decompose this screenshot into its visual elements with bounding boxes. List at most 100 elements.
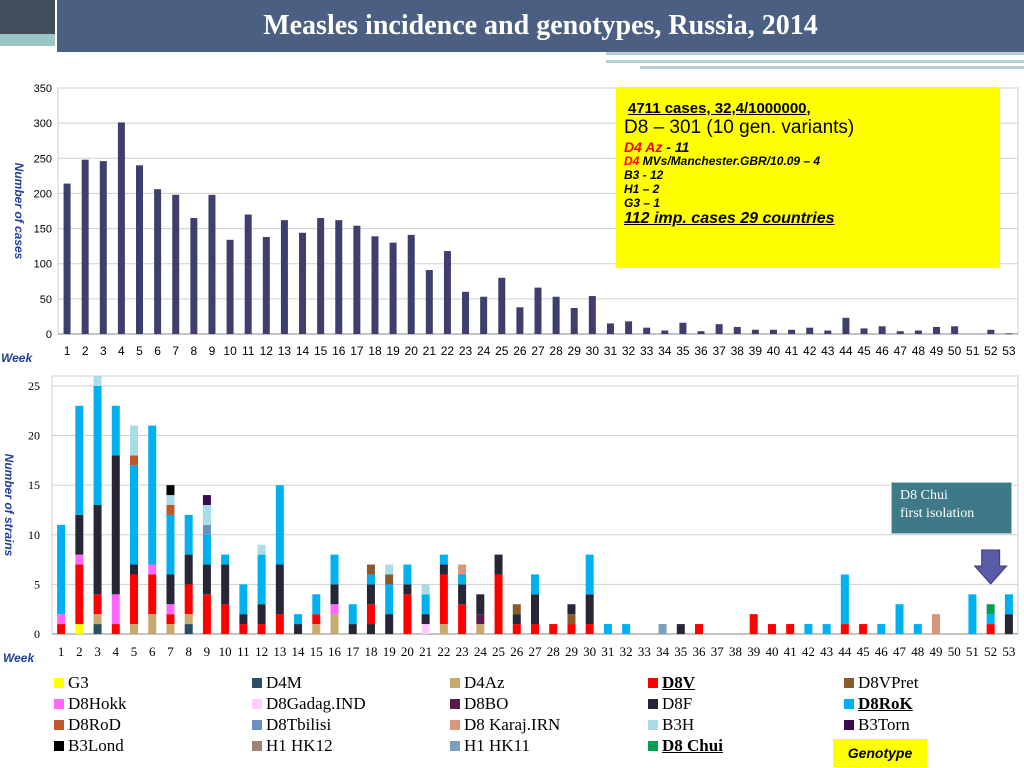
cases-bar [498,277,506,334]
cases-y-tick: 100 [34,259,52,271]
cases-bar [625,321,633,334]
legend-swatch [450,720,460,730]
cases-bar [262,237,270,334]
strain-segment [366,584,375,605]
strains-y-tick: 25 [28,379,40,393]
cases-bar [860,328,868,334]
legend-swatch [844,678,854,688]
cases-x-tick: 42 [803,344,817,358]
cases-x-tick: 52 [984,344,998,358]
decor-stripe [640,66,1024,69]
cases-bar [407,234,415,334]
strain-segment [93,385,102,505]
legend-item: D8F [648,694,692,714]
strains-x-tick: 24 [474,644,488,659]
strains-x-tick: 21 [419,644,432,659]
strain-segment [130,564,139,575]
cases-x-tick: 7 [172,344,179,358]
strain-segment [403,594,412,634]
strain-segment [1004,614,1013,634]
strains-y-tick: 15 [28,478,40,492]
strain-segment [567,604,576,615]
strain-segment [275,564,284,615]
strain-segment [330,584,339,605]
strains-x-tick: 9 [204,644,211,659]
strain-segment [567,624,576,634]
summary-cases: 4711 cases, 32,4/1000000, [628,100,811,117]
cases-bar [697,331,705,334]
strain-segment [93,594,102,615]
strain-segment [57,524,66,615]
cases-x-tick: 43 [821,344,835,358]
strain-segment [603,624,612,634]
strain-segment [202,564,211,595]
strain-segment [476,614,485,625]
strain-segment [166,495,175,505]
strains-x-tick: 15 [310,644,323,659]
legend-swatch [252,699,262,709]
legend-item: B3Torn [844,715,910,735]
cases-x-tick: 6 [154,344,161,358]
cases-x-tick: 17 [350,344,364,358]
cases-bar [63,183,71,334]
strain-segment [294,614,303,625]
cases-bar [516,307,524,334]
cases-x-tick: 37 [712,344,726,358]
cases-x-tick: 44 [839,344,853,358]
cases-bar [172,194,180,334]
title-corner-accent [0,34,55,46]
cases-x-tick: 5 [136,344,143,358]
strains-x-tick: 47 [893,644,907,659]
strain-segment [111,455,120,595]
strain-segment [166,624,175,634]
cases-x-tick: 14 [296,344,310,358]
strain-segment [202,505,211,525]
legend-swatch [450,699,460,709]
genotype-label: Genotype [833,739,927,767]
strains-x-tick: 4 [113,644,120,659]
strains-x-tick: 49 [929,644,942,659]
strain-segment [130,574,139,625]
strain-segment [804,624,813,634]
strain-segment [840,574,849,625]
summary-d4-name: D4 [624,154,640,169]
cases-bar [425,270,433,334]
strain-segment [695,624,704,634]
strain-segment [93,624,102,634]
strains-x-tick: 20 [401,644,414,659]
decor-stripe [606,60,1024,63]
strain-segment [312,624,321,634]
legend-item: D4M [252,673,302,693]
strains-x-tick: 19 [383,644,396,659]
strains-x-tick: 38 [729,644,742,659]
cases-x-tick: 32 [622,344,636,358]
strain-segment [494,554,503,575]
strain-segment [239,614,248,625]
strain-segment [458,584,467,605]
legend-swatch [648,720,658,730]
cases-x-tick: 30 [586,344,600,358]
legend-swatch [252,741,262,751]
legend-item: D8RoD [54,715,121,735]
cases-x-tick: 12 [260,344,274,358]
legend-label: D8RoK [858,694,913,713]
strains-x-tick: 43 [820,644,833,659]
cases-bar [715,324,723,334]
cases-x-tick: 47 [894,344,908,358]
cases-x-tick: 27 [531,344,545,358]
cases-x-tick: 29 [568,344,582,358]
strain-segment [75,554,84,565]
cases-bar [136,165,144,334]
summary-d4az-sep: - [662,139,675,156]
cases-bar [896,331,904,334]
strain-segment [749,614,758,634]
cases-bar [806,327,814,334]
cases-x-tick: 22 [441,344,455,358]
legend-label: B3Torn [858,715,910,734]
legend-item: D8Gadag.IND [252,694,366,714]
strain-segment [512,614,521,625]
strain-segment [458,604,467,634]
strains-x-tick: 11 [237,644,250,659]
strain-segment [366,564,375,575]
cases-x-tick: 18 [368,344,382,358]
